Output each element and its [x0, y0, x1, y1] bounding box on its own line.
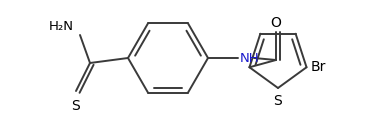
Text: NH: NH [240, 53, 260, 66]
Text: Br: Br [311, 60, 326, 74]
Text: S: S [274, 94, 282, 108]
Text: S: S [72, 99, 80, 113]
Text: O: O [270, 16, 282, 30]
Text: H₂N: H₂N [49, 20, 74, 33]
